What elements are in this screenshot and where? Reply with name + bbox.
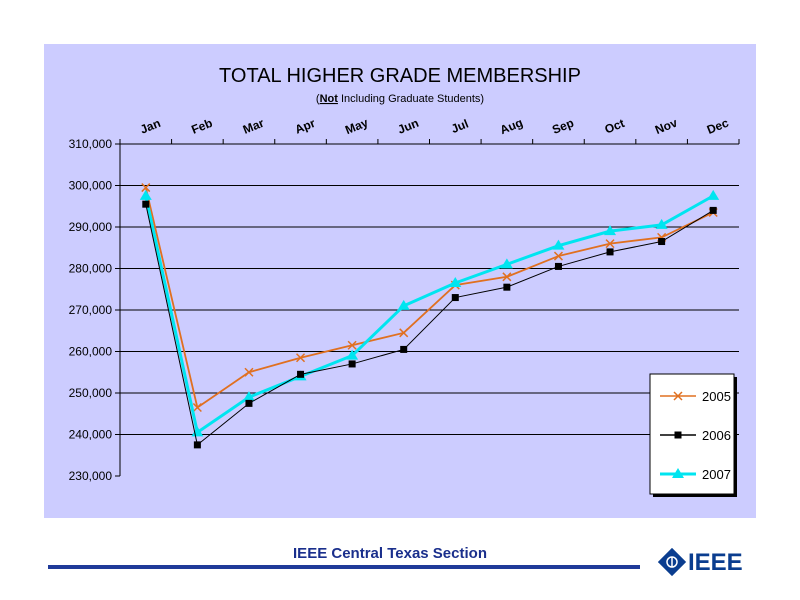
data-point-2007 (139, 189, 152, 200)
data-point-2005 (399, 328, 409, 338)
data-point-2007 (655, 218, 668, 229)
data-point-2005 (296, 353, 306, 363)
data-point-2005 (192, 402, 202, 413)
data-point-2006 (400, 345, 408, 353)
legend-label-2006: 2006 (702, 428, 731, 443)
data-point-2005 (553, 251, 563, 261)
x-tick-label: Dec (705, 116, 731, 137)
data-point-2005 (244, 367, 254, 377)
line-chart: TOTAL HIGHER GRADE MEMBERSHIP (Not Inclu… (69, 65, 740, 497)
data-point-2007 (500, 258, 513, 269)
x-tick-label: Jul (449, 117, 470, 136)
ieee-logo (658, 548, 687, 577)
data-point-2006 (709, 206, 717, 214)
data-point-2007 (604, 225, 617, 236)
footer-divider (48, 565, 640, 569)
data-point-2005 (141, 183, 151, 193)
y-tick-label: 280,000 (69, 262, 113, 276)
data-point-2006 (348, 360, 356, 368)
footer-section-name: IEEE Central Texas Section (293, 545, 487, 562)
data-point-2005 (605, 239, 615, 249)
subtitle-not: Not (320, 93, 339, 105)
data-point-2007 (242, 391, 255, 402)
x-tick-label: Apr (293, 116, 318, 137)
x-tick-label: Oct (603, 116, 627, 136)
legend-label-2007: 2007 (702, 467, 731, 482)
x-tick-label: May (343, 115, 370, 137)
data-point-2007 (397, 299, 410, 310)
y-tick-label: 300,000 (69, 179, 113, 193)
data-point-2006 (297, 370, 305, 378)
chart-panel: TOTAL HIGHER GRADE MEMBERSHIP (Not Inclu… (44, 44, 756, 518)
x-tick-label: Jan (138, 116, 162, 137)
data-point-2006 (554, 262, 562, 270)
data-point-2006 (606, 248, 614, 256)
data-point-2005 (347, 340, 357, 350)
y-tick-label: 250,000 (69, 386, 113, 400)
data-point-2007 (552, 239, 565, 250)
data-point-2005 (502, 272, 512, 282)
legend-marker-2007 (672, 468, 684, 478)
data-point-2006 (193, 441, 201, 449)
data-point-2007 (449, 277, 462, 288)
legend-label-2005: 2005 (702, 389, 731, 404)
subtitle-open: ( (316, 93, 320, 105)
x-tick-label: Jun (396, 116, 421, 137)
data-point-2006 (451, 294, 459, 302)
data-point-2006 (245, 399, 253, 407)
series-line-2005 (144, 187, 714, 410)
ieee-logo-text: IEEE (688, 549, 743, 576)
chart-title: TOTAL HIGHER GRADE MEMBERSHIP (219, 65, 581, 87)
subtitle-rest: Including Graduate Students) (338, 93, 484, 105)
data-point-2007 (707, 189, 720, 200)
x-tick-label: Mar (241, 116, 266, 137)
chart-subtitle: (Not Including Graduate Students) (316, 93, 484, 105)
plot-area: 310,000 300,000 290,000 280,000 270,000 260,0… (69, 115, 740, 497)
data-point-2006 (503, 283, 511, 291)
series-line-2007 (144, 194, 714, 435)
legend-marker-2005 (673, 391, 683, 401)
y-tick-label: 260,000 (69, 345, 113, 359)
x-tick-label: Aug (498, 115, 525, 137)
data-point-2007 (191, 426, 204, 437)
y-tick-label: 290,000 (69, 220, 113, 234)
y-tick-label: 270,000 (69, 303, 113, 317)
y-tick-label: 230,000 (69, 469, 113, 483)
series-line-2006 (145, 204, 714, 446)
data-point-2006 (142, 200, 150, 208)
y-tick-label: 310,000 (69, 137, 113, 151)
x-tick-label: Nov (653, 115, 680, 137)
ieee-diamond-icon (658, 548, 687, 577)
y-tick-label: 240,000 (69, 428, 113, 442)
data-point-2007 (346, 349, 359, 360)
data-point-2006 (658, 238, 666, 246)
legend-marker-2006 (674, 431, 682, 439)
x-tick-label: Sep (550, 116, 576, 137)
x-tick-label: Feb (189, 116, 214, 137)
